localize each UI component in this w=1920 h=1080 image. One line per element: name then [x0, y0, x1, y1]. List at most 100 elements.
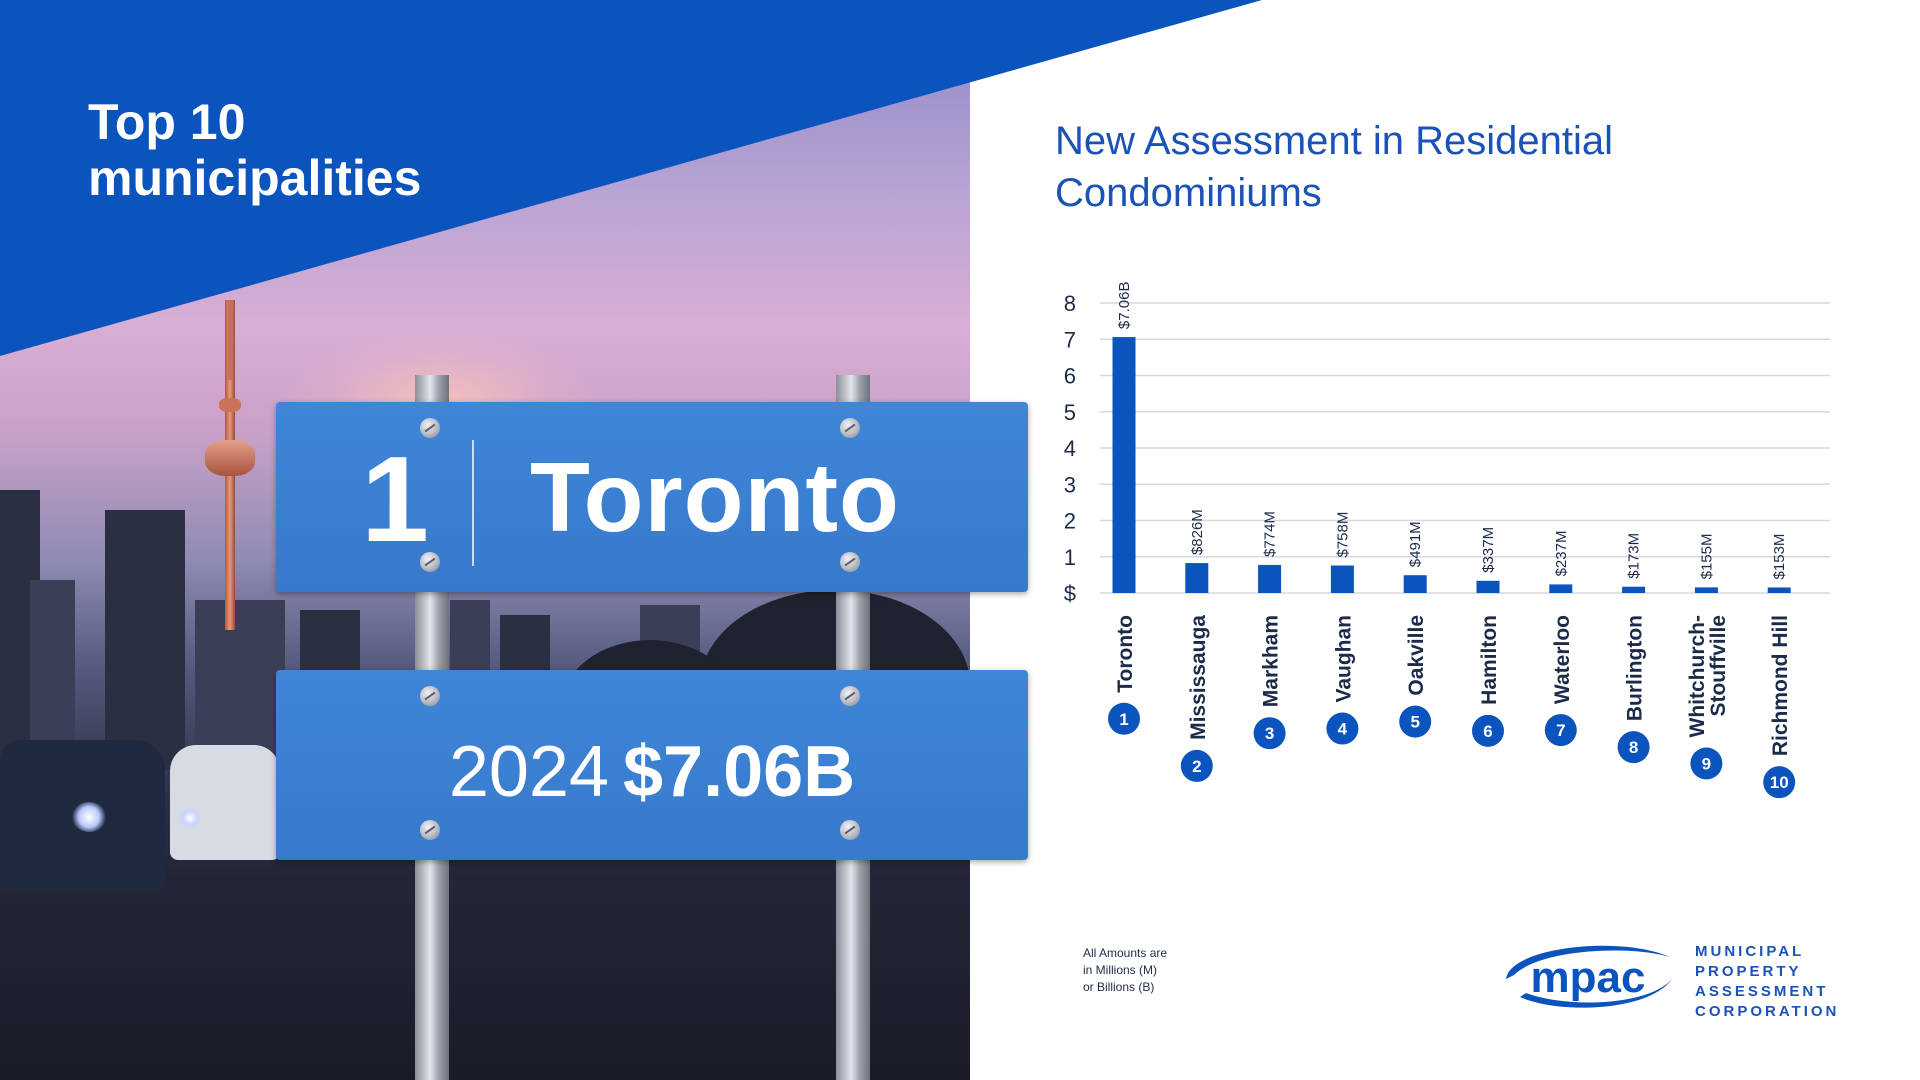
rank-badge-number: 4 — [1338, 720, 1348, 739]
data-label: $153M — [1771, 534, 1788, 580]
x-tick-label: Toronto — [1114, 615, 1137, 693]
bar — [1258, 564, 1282, 593]
bar — [1767, 587, 1791, 593]
footnote-line: in Millions (M) — [1083, 963, 1158, 977]
bar — [1622, 586, 1646, 593]
footnote-line: All Amounts are — [1083, 946, 1168, 960]
y-tick-label: 5 — [1064, 400, 1076, 425]
logo-wordmark: mpac — [1531, 953, 1646, 1002]
rank-badge — [1326, 712, 1359, 745]
sign-divider — [472, 440, 474, 566]
bolt-icon — [420, 686, 440, 706]
y-tick-label: 7 — [1064, 327, 1076, 352]
x-tick-label: Mississauga — [1187, 615, 1210, 740]
bolt-icon — [840, 418, 860, 438]
rank-badge — [1108, 702, 1140, 735]
chart-title-line-1: New Assessment in Residential — [1055, 119, 1614, 163]
rank-badge — [1253, 717, 1286, 750]
headlight — [178, 808, 202, 828]
data-label: $337M — [1480, 527, 1497, 573]
x-tick-label: Markham — [1260, 615, 1283, 707]
rank-badge — [1180, 749, 1213, 782]
x-tick-label: Stouffville — [1707, 615, 1730, 717]
bolt-icon — [420, 418, 440, 438]
x-tick-label: Hamilton — [1478, 615, 1501, 705]
sign-municipality-name: Toronto — [530, 442, 900, 552]
bolt-icon — [840, 820, 860, 840]
logo-text-line: CORPORATION — [1695, 1003, 1840, 1020]
bar — [1694, 587, 1718, 593]
building — [105, 510, 185, 770]
mpac-logo-mark: mpac — [1506, 945, 1672, 1008]
data-label: $155M — [1698, 534, 1715, 580]
mpac-logo-text: MUNICIPAL PROPERTY ASSESSMENT CORPORATIO… — [1695, 942, 1839, 1022]
sign-year-amount: 2024 $7.06B — [276, 736, 1028, 808]
rank-badge-number: 7 — [1556, 721, 1565, 740]
highway — [0, 880, 970, 1080]
bar — [1112, 337, 1136, 593]
bar — [1185, 563, 1209, 593]
cn-tower-sky-pod — [219, 398, 241, 412]
rank-badge-number: 3 — [1265, 724, 1274, 743]
bolt-icon — [840, 686, 860, 706]
rank-badge-number: 8 — [1629, 738, 1638, 757]
rank-badge-number: 2 — [1192, 757, 1201, 776]
bar — [1330, 565, 1354, 593]
x-tick-label: Vaughan — [1332, 615, 1355, 703]
bar — [1403, 575, 1427, 593]
x-tick-label: Waterloo — [1551, 615, 1574, 704]
building — [195, 600, 285, 750]
y-tick-label: $ — [1064, 581, 1076, 606]
y-tick-label: 8 — [1064, 291, 1076, 316]
data-label: $826M — [1189, 509, 1206, 555]
amount-sign — [276, 670, 1028, 860]
rank-badge — [1472, 714, 1504, 747]
x-tick-label: Richmond Hill — [1769, 615, 1792, 756]
rank-badge — [1544, 714, 1577, 747]
rank-badge-number: 6 — [1483, 722, 1492, 741]
rank-badge-number: 5 — [1410, 713, 1419, 732]
data-label: $7.06B — [1116, 282, 1133, 330]
car — [170, 745, 280, 860]
bar-chart: $1 2 3 4 5 6 7 8 $7.06B Toronto 1 $826M Mississauga 2… — [1064, 282, 1830, 799]
x-tick-label: Burlington — [1624, 615, 1647, 721]
bolt-icon — [420, 820, 440, 840]
rank-badge — [1763, 766, 1796, 799]
x-tick-label: Whitchurch- — [1686, 615, 1709, 737]
y-tick-label: 2 — [1064, 509, 1076, 534]
sign-amount: $7.06B — [623, 732, 856, 812]
chart-title-line-2: Condominiums — [1055, 171, 1322, 215]
logo-text-line: ASSESSMENT — [1695, 983, 1829, 1000]
bar — [1476, 580, 1500, 593]
chart-title: New Assessment in Residential Condominiu… — [1055, 115, 1755, 219]
y-tick-label: 1 — [1064, 545, 1076, 570]
rank-sign — [276, 402, 1028, 592]
data-label: $237M — [1553, 531, 1570, 577]
rank-badge — [1617, 731, 1650, 764]
data-label: $173M — [1626, 533, 1643, 579]
rank-badge-number: 1 — [1119, 710, 1128, 729]
cn-tower-spire — [228, 300, 232, 380]
y-tick-label: 6 — [1064, 364, 1076, 389]
logo-text-line: PROPERTY — [1695, 963, 1802, 980]
sign-year: 2024 — [448, 732, 609, 812]
y-tick-label: 4 — [1064, 436, 1076, 461]
headline: Top 10 municipalities — [88, 94, 421, 206]
logo-text-line: MUNICIPAL — [1695, 943, 1805, 960]
data-label: $491M — [1407, 521, 1424, 567]
bolt-icon — [420, 552, 440, 572]
data-label: $774M — [1262, 511, 1279, 557]
data-label: $758M — [1334, 512, 1351, 558]
x-tick-label: Oakville — [1405, 615, 1428, 696]
rank-badge — [1399, 705, 1432, 738]
y-tick-label: 3 — [1064, 472, 1076, 497]
headline-line-1: Top 10 — [88, 94, 246, 150]
headline-line-2: municipalities — [88, 150, 422, 206]
rank-badge-number: 9 — [1702, 754, 1711, 773]
logo-swoosh-top — [1506, 945, 1670, 979]
rank-badge-number: 10 — [1770, 773, 1789, 792]
logo-swoosh-bottom — [1520, 979, 1672, 1008]
sign-rank-number: 1 — [361, 431, 429, 567]
amounts-footnote: All Amounts are in Millions (M) or Billi… — [1083, 945, 1203, 996]
footnote-line: or Billions (B) — [1083, 980, 1155, 994]
